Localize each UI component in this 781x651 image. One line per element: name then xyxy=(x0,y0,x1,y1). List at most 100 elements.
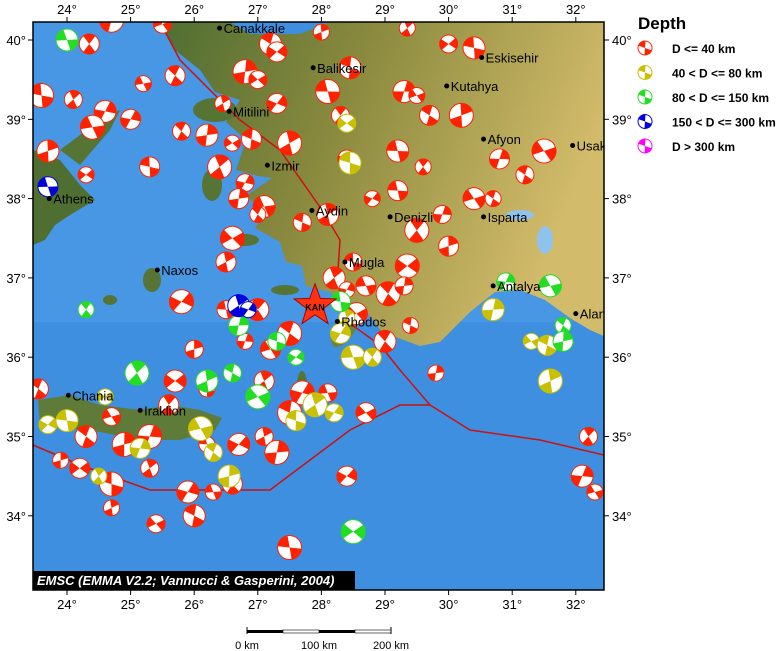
beachball-shallow xyxy=(168,289,194,315)
beachball-shallow xyxy=(171,121,191,141)
cyclades-island xyxy=(103,295,117,305)
beachball-shallow xyxy=(386,139,410,163)
beachball-shallow xyxy=(63,89,83,109)
scale-bar: 0 km 100 km 200 km xyxy=(235,627,409,651)
beachball-shallow xyxy=(363,190,381,208)
lon-tick-bottom: 32° xyxy=(566,597,586,612)
beachball-deep xyxy=(239,301,257,319)
beachball-shallow xyxy=(139,156,161,178)
beachball-shallow xyxy=(158,394,180,416)
beachball-deep xyxy=(37,176,59,198)
beachball-shallow xyxy=(484,190,502,208)
city-label: Mitilini xyxy=(233,104,269,119)
lon-tick-top: 28° xyxy=(312,2,332,17)
beachball-shallow xyxy=(120,108,142,130)
beachball-shallow xyxy=(219,225,245,251)
beachball-intermediate xyxy=(96,388,114,406)
beachball-shallow xyxy=(462,36,486,60)
beachball-shallow xyxy=(427,364,445,382)
beachball-mid_deep xyxy=(77,301,95,319)
beachball-shallow xyxy=(322,266,346,290)
legend-item-label: 150 < D <= 300 km xyxy=(672,116,776,130)
lon-tick-top: 26° xyxy=(184,2,204,17)
city-label: Isparta xyxy=(488,210,529,225)
city-label: Afyon xyxy=(488,132,521,147)
beachball-shallow xyxy=(79,114,105,140)
lon-tick-bottom: 28° xyxy=(312,597,332,612)
lat-tick-left: 40° xyxy=(6,33,26,48)
city-label: Balikesir xyxy=(317,61,367,76)
focal-mechanisms xyxy=(33,22,604,561)
beachball-intermediate xyxy=(537,368,563,394)
beachball-shallow xyxy=(414,158,432,176)
lake xyxy=(506,210,534,220)
city-label: Naxos xyxy=(161,263,198,278)
beachball-intermediate xyxy=(129,437,151,459)
beachball-shallow xyxy=(338,56,362,80)
beachball-shallow xyxy=(69,457,91,479)
beachball-mid_deep xyxy=(124,360,150,386)
kos-island xyxy=(271,285,299,295)
city-dot xyxy=(570,142,576,148)
beachball-shallow xyxy=(432,204,452,224)
beachball-shallow xyxy=(33,83,55,109)
beachball-intermediate xyxy=(324,403,344,423)
credit-box xyxy=(33,571,355,590)
legend-title: Depth xyxy=(638,14,686,33)
beachball-shallow xyxy=(531,138,557,164)
beachball-shallow xyxy=(146,514,166,534)
beachball-shallow xyxy=(570,464,594,488)
beachball-shallow xyxy=(228,188,250,210)
beachball-shallow xyxy=(236,332,254,350)
beachball-shallow xyxy=(176,480,200,504)
city-label: Alanya xyxy=(580,307,621,322)
city-dot xyxy=(309,207,315,213)
beachball-intermediate xyxy=(203,442,223,462)
city-label: Izmir xyxy=(271,158,300,173)
beachball-shallow xyxy=(254,427,274,446)
beachball-mid_deep xyxy=(340,519,366,545)
star-icon[interactable] xyxy=(292,282,338,325)
city-dot xyxy=(310,65,316,71)
lon-tick-top: 31° xyxy=(502,2,522,17)
beachball-shallow xyxy=(204,483,222,501)
lon-tick-top: 30° xyxy=(439,2,459,17)
beachball-shallow xyxy=(215,251,237,273)
city-dot xyxy=(65,392,71,398)
beachball-shallow xyxy=(373,329,397,353)
map-area[interactable]: Canakkale Balikesir Eskisehir Kutahya Mitili… xyxy=(24,5,620,590)
beachball-shallow xyxy=(394,253,420,279)
beachball-mid_deep xyxy=(222,363,242,383)
beachball-shallow xyxy=(408,87,426,105)
beachball-intermediate xyxy=(285,410,307,432)
city-dot xyxy=(226,108,232,114)
city-label: Iraklion xyxy=(144,403,186,418)
epicenter-label: KAN xyxy=(305,303,325,313)
beachball-shallow xyxy=(315,79,341,105)
lon-tick-bottom: 29° xyxy=(375,597,395,612)
epicenter[interactable]: KAN xyxy=(292,282,338,325)
beachball-shallow xyxy=(394,276,414,296)
scale-label-200: 200 km xyxy=(373,640,409,651)
lat-tick-right: 38° xyxy=(612,192,632,207)
legend-item-label: D <= 40 km xyxy=(672,42,735,56)
city-label: Canakkale xyxy=(224,21,285,36)
lon-tick-bottom: 26° xyxy=(184,597,204,612)
beachball-shallow xyxy=(277,535,303,561)
beachball-shallow xyxy=(312,23,330,41)
beachball-shallow xyxy=(163,369,187,393)
beachball-shallow xyxy=(404,217,430,243)
beachball-intermediate xyxy=(362,347,382,367)
beachball-mid_deep xyxy=(267,331,287,351)
beachball-mid_deep xyxy=(287,348,305,366)
cities: Canakkale Balikesir Eskisehir Kutahya Mitili… xyxy=(46,21,621,418)
credit-text: EMSC (EMMA V2.2; Vannucci & Gasperini, 2… xyxy=(37,573,334,588)
lon-tick-top: 29° xyxy=(375,2,395,17)
beachball-shallow xyxy=(182,504,206,528)
beachball-shallow xyxy=(316,202,340,226)
beachball-intermediate xyxy=(188,416,214,442)
beachball-shallow xyxy=(401,316,419,334)
beachball-shallow xyxy=(264,439,290,465)
legend-item-label: D > 300 km xyxy=(672,140,735,154)
